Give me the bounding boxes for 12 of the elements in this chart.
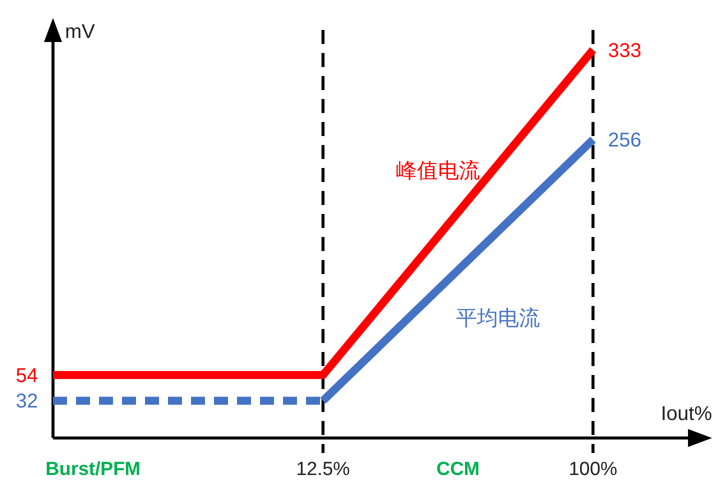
data-label: 333 (608, 40, 642, 62)
x-tick-label: 12.5% (296, 459, 350, 480)
x-tick-label: 100% (568, 459, 618, 480)
data-label: 54 (16, 365, 38, 388)
series-label: 平均电流 (456, 307, 540, 330)
series-label: 峰值电流 (396, 159, 480, 182)
y-axis-title: mV (65, 21, 96, 43)
text: CCM (436, 459, 480, 480)
data-label: 256 (608, 130, 642, 152)
data-label: 32 (16, 390, 38, 413)
text: Burst/PFM (46, 459, 140, 480)
x-axis-title: Iout% (660, 403, 712, 425)
